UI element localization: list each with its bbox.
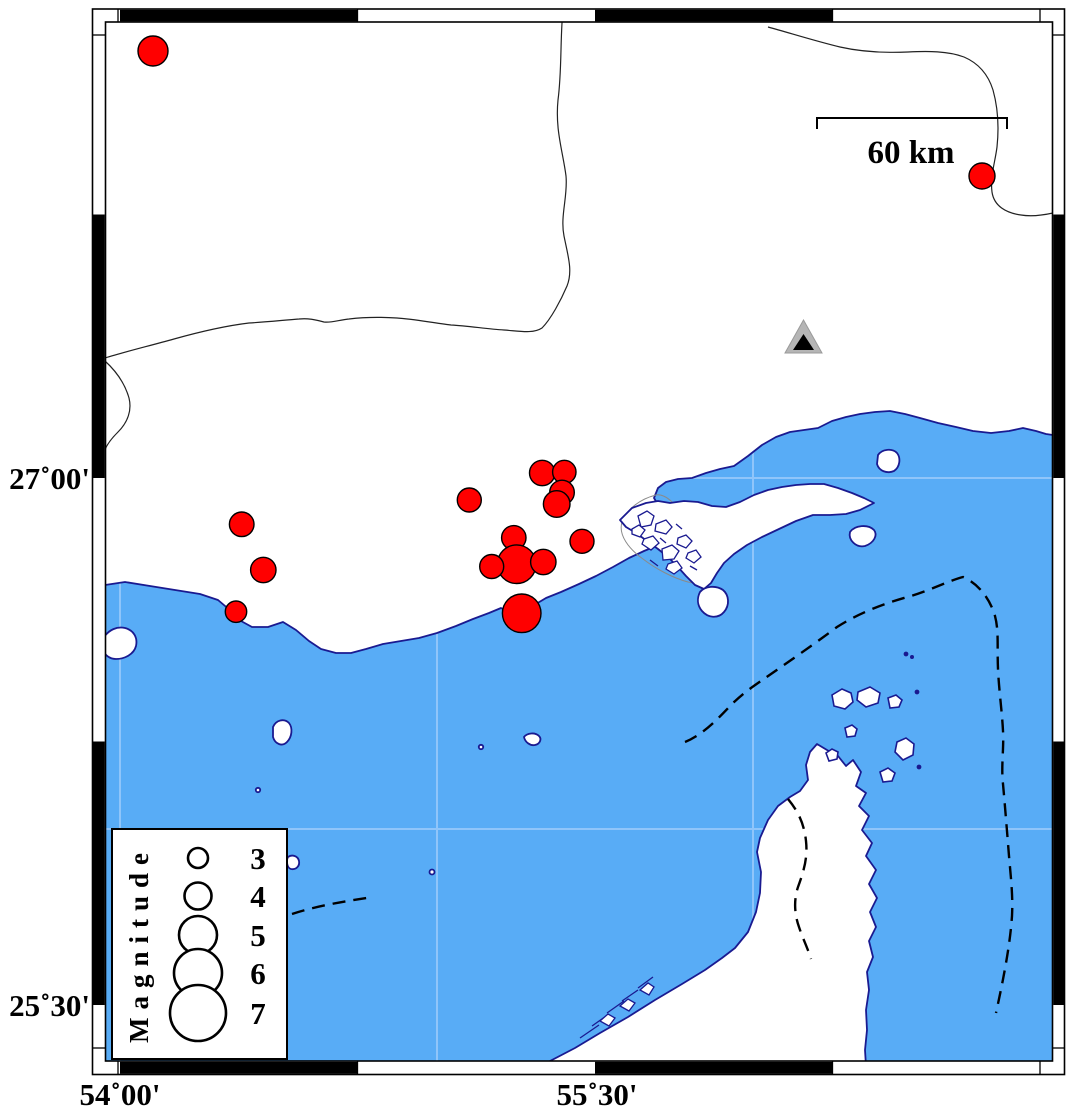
legend-magnitude-value: 4 [250, 879, 266, 914]
lagoon-marks [579, 976, 655, 1039]
magnitude-legend: Magnitude 34 56 7 [111, 828, 288, 1060]
islet [856, 686, 881, 708]
legend-magnitude-circle [168, 983, 228, 1043]
legend-magnitude-value: 3 [250, 841, 266, 876]
qeshm-island [619, 483, 875, 590]
earthquake-layer [137, 35, 996, 634]
islet-dot [909, 654, 914, 659]
earthquake-marker [501, 593, 542, 634]
earthquake-marker [224, 600, 248, 624]
maritime-boundary [684, 575, 1014, 1014]
earthquake-marker [569, 528, 595, 554]
frame-seg [120, 9, 358, 22]
fjord-islands [825, 651, 922, 783]
earthquake-marker [456, 487, 482, 513]
lon-label-54: 54˚00' [80, 1077, 161, 1112]
earthquake-marker [228, 511, 255, 538]
islet [676, 534, 693, 549]
axis-annotations: 27˚00' 25˚30' 54˚00' 55˚30' [9, 461, 637, 1112]
island-west [105, 626, 138, 660]
islet-dot [477, 743, 485, 751]
frame-outer [91, 8, 1066, 1076]
legend-magnitude-value: 6 [250, 956, 266, 991]
islet [631, 524, 646, 538]
islet [685, 549, 702, 564]
frame-seg [595, 9, 833, 22]
lagoon [618, 998, 636, 1012]
land-boundary [787, 798, 813, 960]
tidal-channel [649, 523, 698, 571]
island [286, 854, 301, 871]
frame-seg [93, 741, 105, 1005]
earthquake-marker [479, 553, 505, 580]
islet-dot [903, 651, 909, 657]
map-content [105, 22, 1053, 1061]
scale-bar-label: 60 km [867, 135, 954, 171]
island [523, 732, 542, 747]
legend-magnitude-circle [186, 846, 210, 870]
legend-magnitude-value: 7 [250, 996, 266, 1031]
earthquake-marker [528, 459, 556, 487]
islands [105, 448, 901, 876]
islet-dot [428, 868, 436, 876]
dashed-boundaries [291, 575, 1014, 1014]
lat-label-2530: 25˚30' [9, 988, 90, 1023]
islet-dot [914, 689, 920, 695]
frame-black-segments [93, 9, 1065, 1074]
station-triangle-inner [793, 334, 814, 350]
legend-magnitude-circle [183, 881, 213, 911]
frame-inner [104, 21, 1054, 1062]
station-marker [784, 318, 823, 354]
island-hengam [697, 585, 729, 618]
lagoon [638, 982, 655, 996]
islet [887, 694, 903, 709]
lon-label-5530: 55˚30' [557, 1077, 638, 1112]
island [272, 719, 293, 746]
admin-borders [105, 22, 1053, 451]
frame-seg [93, 214, 105, 478]
earthquake-marker [968, 162, 996, 190]
lat-label-27: 27˚00' [9, 461, 90, 496]
islet [661, 544, 680, 561]
border-line [767, 26, 1053, 217]
earthquake-marker [542, 490, 571, 519]
lagoon [598, 1013, 616, 1027]
islet [879, 767, 896, 783]
border-line [105, 360, 131, 451]
earthquake-marker [137, 35, 169, 67]
frame-seg [120, 1061, 358, 1074]
earthquake-marker [249, 556, 277, 584]
island-larak [848, 525, 877, 548]
frame-seg [1053, 741, 1065, 1005]
scale-bar-bracket [816, 117, 1008, 129]
border-line [105, 22, 571, 359]
islet [641, 535, 660, 551]
frame-ticks [92, 9, 1065, 1075]
islet [894, 737, 915, 761]
legend-symbols: 34 56 7 [168, 841, 266, 1043]
islet-dot [254, 786, 262, 794]
islet [825, 748, 839, 762]
scale-bar: 60 km [816, 117, 1008, 171]
islet [844, 724, 858, 738]
islet-dot [916, 764, 922, 770]
mangrove-islets [631, 510, 702, 575]
islet [654, 519, 673, 535]
islet [831, 688, 854, 710]
islet [637, 510, 655, 528]
earthquake-marker [529, 548, 557, 576]
map-frame [91, 8, 1066, 1076]
frame-seg [595, 1061, 833, 1074]
islet [665, 560, 683, 575]
island-hormuz [876, 448, 901, 474]
maritime-boundary-west [291, 895, 374, 916]
frame-seg [1053, 214, 1065, 478]
legend-title: Magnitude [124, 845, 154, 1043]
legend-magnitude-value: 5 [250, 918, 266, 953]
